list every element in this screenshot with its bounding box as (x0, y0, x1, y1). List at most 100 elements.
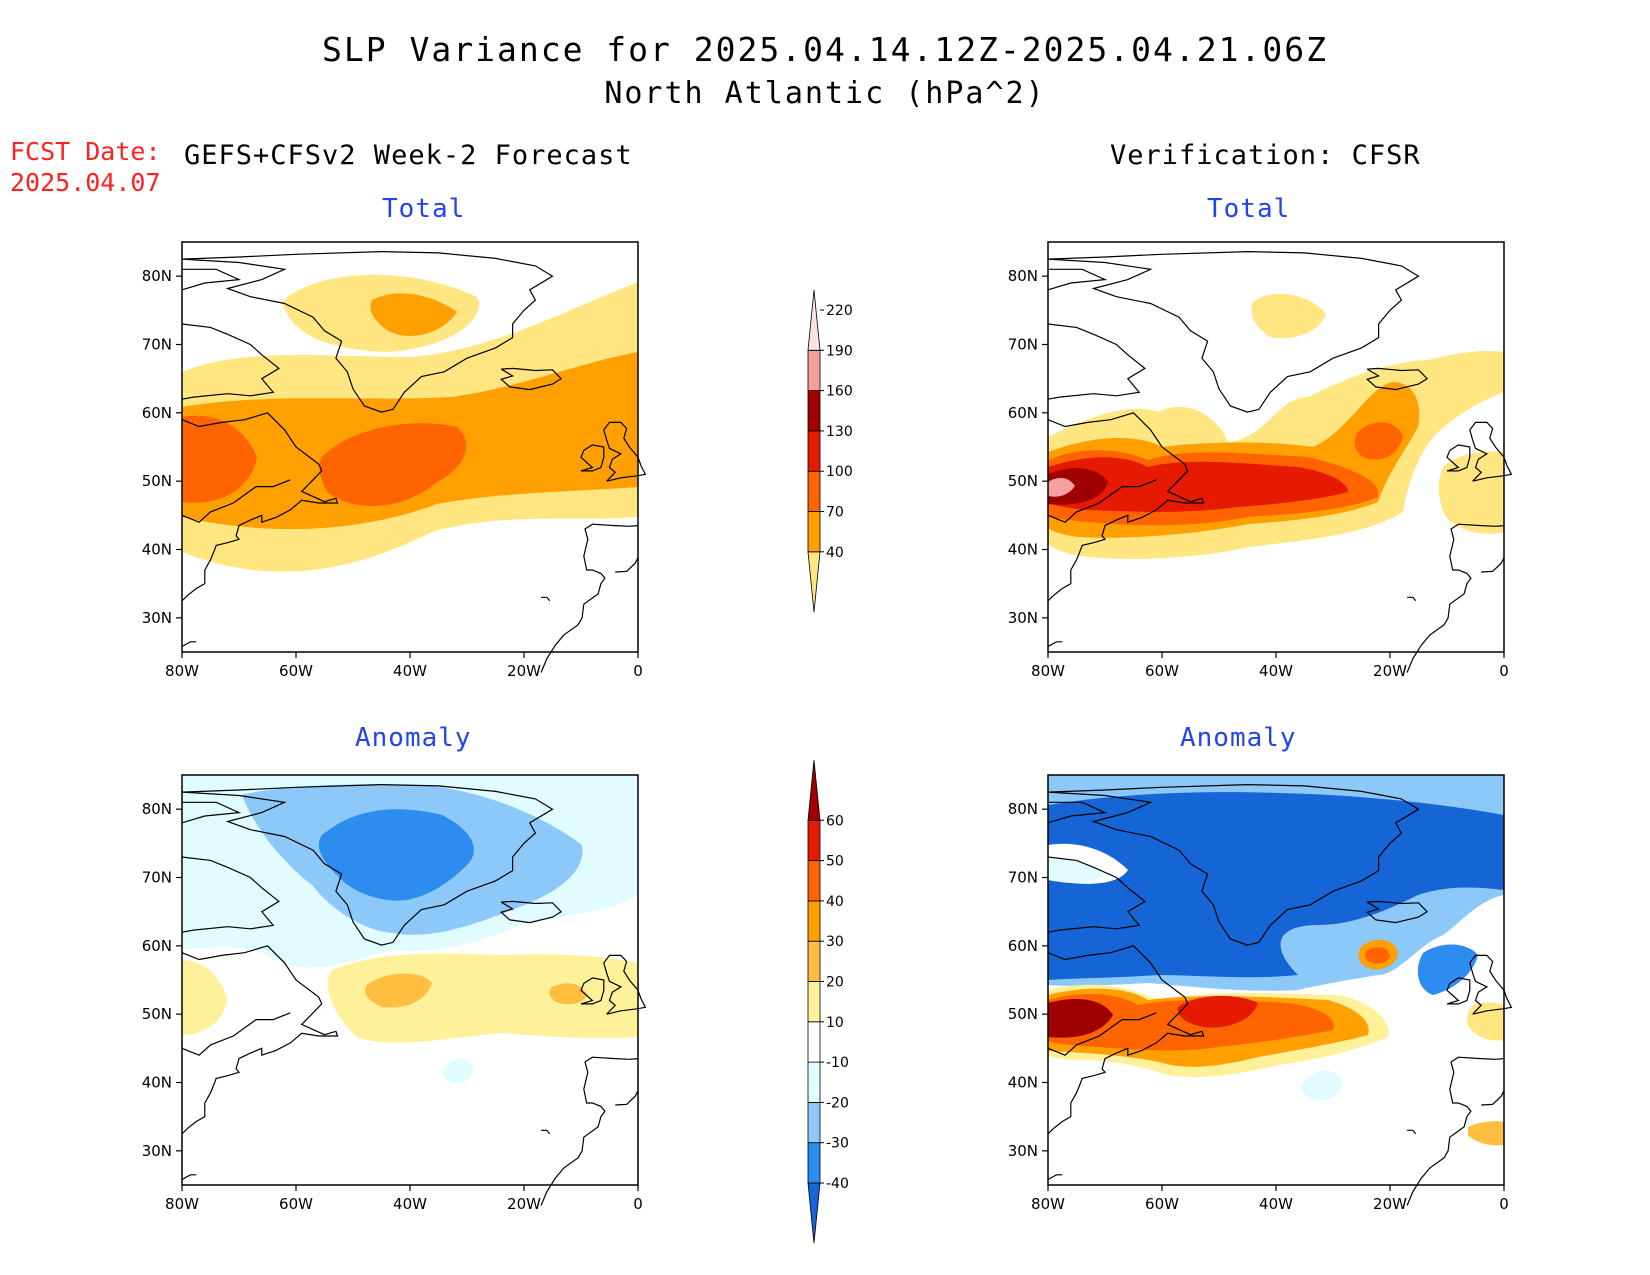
colorbar-swatch (807, 981, 821, 1023)
coastline (1365, 900, 1429, 924)
colorbar-swatch (807, 940, 821, 982)
coastline (1365, 367, 1429, 391)
coastline (580, 977, 605, 1005)
colorbar-label: -10 (826, 1055, 849, 1071)
colorbar-anomaly: -40 -30 -20 -10 10 20 30 40 50 60 (807, 759, 849, 1244)
coastline (499, 367, 563, 391)
y-tick-label: 60N (142, 937, 172, 955)
y-tick-label: 70N (142, 869, 172, 887)
map-frame (181, 241, 639, 653)
y-tick-label: 60N (142, 404, 172, 422)
colorbar-label: -20 (826, 1095, 849, 1111)
coastline (540, 1056, 639, 1206)
coastline (541, 1129, 551, 1135)
coastline (181, 1174, 197, 1181)
colorbar-label: 160 (826, 384, 853, 400)
coastline (1481, 557, 1505, 573)
y-tick-label: 70N (142, 336, 172, 354)
shading-verification-anomaly (1048, 775, 1504, 1146)
y-tick-label: 40N (1008, 541, 1038, 559)
colorbar-swatch (807, 900, 821, 942)
x-tick-label: 60W (1145, 1195, 1179, 1213)
panel-title-forecast-total: Total (382, 194, 466, 224)
map-frame (1047, 774, 1505, 1186)
y-tick-label: 80N (142, 800, 172, 818)
coastline (1047, 1012, 1157, 1056)
coastline (1047, 479, 1157, 523)
y-tick-label: 70N (1008, 869, 1038, 887)
y-tick-label: 80N (142, 267, 172, 285)
coastline (1469, 954, 1513, 1015)
coastline (1047, 856, 1146, 933)
x-tick-label: 80W (1031, 1195, 1065, 1213)
colorbar-label: 60 (826, 813, 844, 829)
y-tick-label: 50N (142, 472, 172, 490)
colorbar-swatch (807, 1021, 821, 1063)
colorbar-label: 20 (826, 975, 844, 991)
coastline (603, 421, 647, 482)
coastlines-verification-total (1047, 250, 1513, 673)
coastline (1469, 421, 1513, 482)
main-subtitle: North Atlantic (hPa^2) (604, 76, 1046, 111)
colorbar-swatch (807, 1142, 821, 1184)
y-tick-label: 30N (1008, 609, 1038, 627)
panel-title-forecast-anomaly: Anomaly (355, 723, 472, 753)
x-tick-label: 0 (1499, 662, 1509, 680)
coastline (181, 268, 242, 291)
y-tick-label: 80N (1008, 800, 1038, 818)
coastlines-forecast-anomaly (181, 783, 647, 1206)
panel-title-verification-anomaly: Anomaly (1180, 723, 1297, 753)
y-tick-label: 50N (1008, 472, 1038, 490)
colorbar-swatch (807, 1061, 821, 1103)
coastline (181, 801, 242, 824)
shading-forecast-anomaly (182, 775, 638, 1084)
coastline (181, 783, 554, 946)
colorbar-swatch (807, 819, 821, 862)
colorbar-swatch (807, 551, 821, 613)
shading-verification-total (1048, 293, 1504, 559)
y-tick-label: 60N (1008, 404, 1038, 422)
coastline (615, 1090, 639, 1106)
coastline (181, 323, 280, 400)
colorbar-label: 30 (826, 934, 844, 950)
x-tick-label: 0 (1499, 1195, 1509, 1213)
y-tick-label: 40N (142, 1074, 172, 1092)
x-tick-label: 80W (165, 662, 199, 680)
coastline (1047, 268, 1108, 291)
coastline (181, 945, 339, 1135)
coastline (1047, 801, 1108, 824)
x-tick-label: 40W (1259, 662, 1293, 680)
colorbar-label: 100 (826, 464, 853, 480)
y-tick-label: 40N (142, 541, 172, 559)
shading-forecast-total (182, 274, 638, 572)
coastline (541, 596, 551, 602)
coastlines-forecast-total (181, 250, 647, 673)
y-tick-label: 70N (1008, 336, 1038, 354)
colorbar-label: 190 (826, 343, 853, 359)
coastlines-verification-anomaly (1047, 783, 1513, 1206)
colorbar-label: 70 (826, 505, 844, 521)
main-title: SLP Variance for 2025.04.14.12Z-2025.04.… (322, 30, 1328, 69)
coastline (1446, 444, 1471, 472)
y-tick-label: 60N (1008, 937, 1038, 955)
coastline (1047, 412, 1205, 602)
forecast-header: GEFS+CFSv2 Week-2 Forecast (184, 140, 633, 171)
colorbar-swatch (807, 860, 821, 902)
y-tick-label: 80N (1008, 267, 1038, 285)
colorbar-swatch (807, 511, 821, 553)
coastline (181, 412, 339, 602)
map-forecast-anomaly: 80W 60W 40W 20W 0 80N 70N 60N 50N 40N 30N (142, 774, 647, 1213)
colorbar-label: -30 (826, 1136, 849, 1152)
map-frame (1047, 241, 1505, 653)
y-tick-label: 40N (1008, 1074, 1038, 1092)
coastline (1047, 783, 1420, 946)
x-tick-label: 60W (1145, 662, 1179, 680)
colorbar-swatch (807, 390, 821, 432)
coastline (1446, 977, 1471, 1005)
colorbar-label: 10 (826, 1015, 844, 1031)
x-tick-label: 60W (279, 662, 313, 680)
x-tick-label: 40W (1259, 1195, 1293, 1213)
coastline (181, 1012, 291, 1056)
x-tick-label: 80W (165, 1195, 199, 1213)
colorbar-swatch (807, 1182, 821, 1244)
